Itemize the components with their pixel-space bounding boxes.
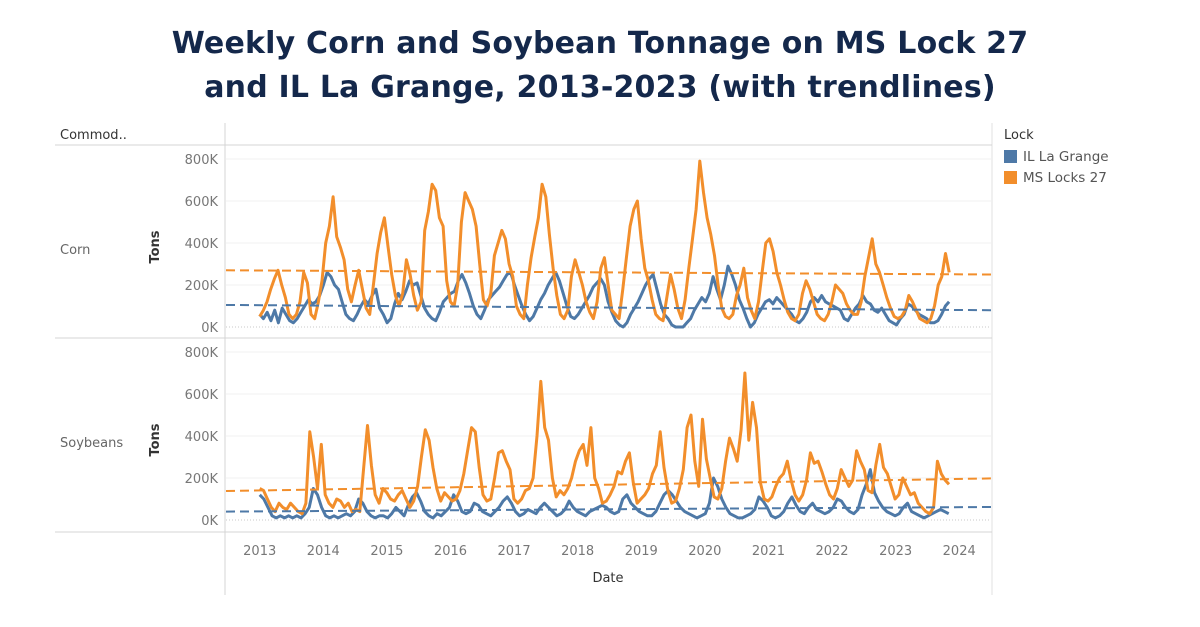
x-tick-label: 2015 <box>370 544 403 559</box>
series-line-il-la-grange[interactable] <box>258 264 951 329</box>
y-tick-label: 600K <box>185 388 219 403</box>
x-tick-label: 2023 <box>879 544 912 559</box>
row-header[interactable]: Commod.. <box>60 128 127 143</box>
y-tick-label: 0K <box>201 514 218 529</box>
trendline-ms-locks-27[interactable] <box>225 477 992 493</box>
x-tick-label: 2014 <box>307 544 340 559</box>
y-tick-label: 600K <box>185 195 219 210</box>
y-tick-label: 0K <box>201 321 218 336</box>
x-tick-label: 2018 <box>561 544 594 559</box>
legend-item-il-la-grange[interactable]: IL La Grange <box>1004 146 1109 167</box>
row-label-soybeans: Soybeans <box>60 436 123 451</box>
y-axis-label: Tons <box>148 423 163 456</box>
panel-corn: 0K 200K 400K 600K 800K Corn Tons <box>60 153 992 336</box>
row-label-corn: Corn <box>60 243 90 258</box>
y-tick-label: 800K <box>185 346 219 361</box>
x-tick-label: 2024 <box>943 544 976 559</box>
legend-label: IL La Grange <box>1023 148 1109 165</box>
chart-title-line-1: Weekly Corn and Soybean Tonnage on MS Lo… <box>171 26 1029 61</box>
y-tick-label: 800K <box>185 153 219 168</box>
y-tick-label: 200K <box>185 472 219 487</box>
frame <box>55 123 993 595</box>
x-axis-label: Date <box>592 571 623 586</box>
panel-soybeans: 0K 200K 400K 600K 800K Soybeans Tons <box>60 346 992 529</box>
x-tick-label: 2021 <box>752 544 785 559</box>
y-tick-label: 400K <box>185 237 219 252</box>
trendline-il-la-grange[interactable] <box>225 505 992 513</box>
series-line-ms-locks-27[interactable] <box>258 159 951 325</box>
legend-label: MS Locks 27 <box>1023 169 1107 186</box>
x-tick-label: 2020 <box>688 544 721 559</box>
y-tick-label: 200K <box>185 279 219 294</box>
trendline-il-la-grange[interactable] <box>225 303 992 312</box>
series-line-ms-locks-27[interactable] <box>258 371 951 516</box>
series-line-il-la-grange[interactable] <box>258 468 950 520</box>
legend-swatch-ms-locks-27 <box>1004 171 1017 184</box>
trendline-ms-locks-27[interactable] <box>225 269 992 276</box>
chart-title: Weekly Corn and Soybean Tonnage on MS Lo… <box>0 22 1200 110</box>
legend-title: Lock <box>1004 128 1034 143</box>
legend: Lock IL La Grange MS Locks 27 <box>1004 128 1109 188</box>
legend-swatch-il-la-grange <box>1004 150 1017 163</box>
x-tick-label: 2016 <box>434 544 467 559</box>
y-axis-label: Tons <box>148 230 163 263</box>
x-tick-label: 2022 <box>815 544 848 559</box>
y-tick-label: 400K <box>185 430 219 445</box>
x-tick-label: 2013 <box>243 544 276 559</box>
legend-item-ms-locks-27[interactable]: MS Locks 27 <box>1004 167 1109 188</box>
x-tick-label: 2019 <box>625 544 658 559</box>
chart-title-line-2: and IL La Grange, 2013-2023 (with trendl… <box>204 70 996 105</box>
x-tick-label: 2017 <box>498 544 531 559</box>
